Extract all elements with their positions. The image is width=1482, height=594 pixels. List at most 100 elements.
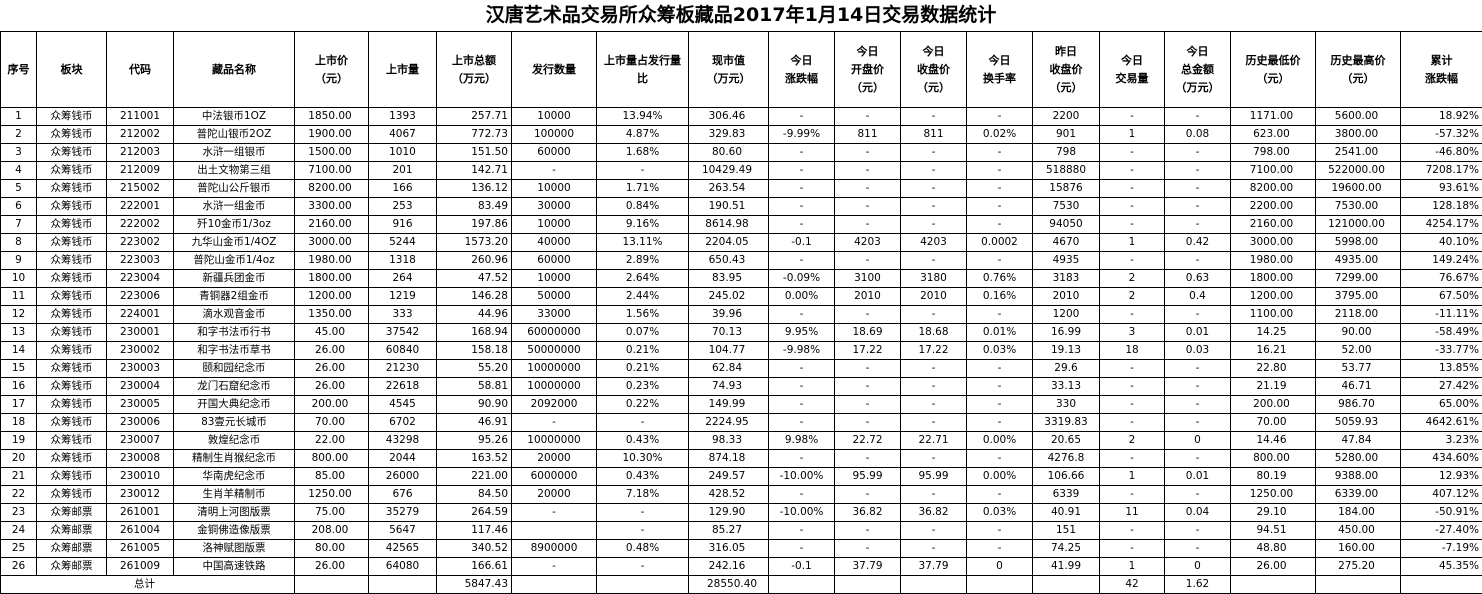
table-cell: - [1100, 522, 1165, 540]
table-cell: - [835, 198, 901, 216]
table-cell: 1 [1100, 234, 1165, 252]
table-cell: 5059.93 [1316, 414, 1401, 432]
table-cell: 2160.00 [1231, 216, 1316, 234]
table-cell: 83.95 [689, 270, 769, 288]
table-cell: 104.77 [689, 342, 769, 360]
table-cell: 10000000 [512, 378, 597, 396]
table-cell: 0.03 [1165, 342, 1231, 360]
table-cell: 117.46 [437, 522, 512, 540]
table-cell: 17.22 [835, 342, 901, 360]
table-cell: 9.16% [597, 216, 689, 234]
table-cell: 128.18% [1401, 198, 1482, 216]
table-cell: - [769, 198, 835, 216]
table-cell: 19600.00 [1316, 180, 1401, 198]
table-cell: 新疆兵团金币 [174, 270, 295, 288]
table-cell: 8614.98 [689, 216, 769, 234]
table-cell: 1.56% [597, 306, 689, 324]
table-cell: 83.49 [437, 198, 512, 216]
table-cell: -10.00% [769, 504, 835, 522]
table-cell: 798 [1033, 144, 1100, 162]
table-cell: 800.00 [295, 450, 369, 468]
table-cell: - [1100, 450, 1165, 468]
table-cell: - [769, 450, 835, 468]
table-cell: 230008 [107, 450, 174, 468]
table-cell: 230012 [107, 486, 174, 504]
table-cell: - [835, 378, 901, 396]
table-cell: 15 [1, 360, 37, 378]
table-cell: 1 [1100, 126, 1165, 144]
table-cell: 230005 [107, 396, 174, 414]
table-cell: 12 [1, 306, 37, 324]
table-cell: - [769, 522, 835, 540]
table-cell: - [1165, 522, 1231, 540]
table-cell: 1219 [369, 288, 437, 306]
table-cell: - [769, 378, 835, 396]
table-cell: 55.20 [437, 360, 512, 378]
table-cell: 62.84 [689, 360, 769, 378]
table-cell: 2200.00 [1231, 198, 1316, 216]
table-cell: - [835, 180, 901, 198]
table-cell: 3795.00 [1316, 288, 1401, 306]
table-cell: 众筹钱币 [37, 450, 107, 468]
table-cell: -57.32% [1401, 126, 1482, 144]
table-cell: - [901, 540, 967, 558]
table-cell: 151 [1033, 522, 1100, 540]
table-cell: - [967, 450, 1033, 468]
table-cell: 10000 [512, 216, 597, 234]
table-cell: 212002 [107, 126, 174, 144]
table-cell: 5998.00 [1316, 234, 1401, 252]
table-cell: 90.90 [437, 396, 512, 414]
table-cell: 众筹钱币 [37, 144, 107, 162]
table-cell: 5244 [369, 234, 437, 252]
table-cell: - [901, 108, 967, 126]
table-cell: 3319.83 [1033, 414, 1100, 432]
table-cell: 5600.00 [1316, 108, 1401, 126]
column-header: 今日交易量 [1100, 32, 1165, 108]
table-cell: 224001 [107, 306, 174, 324]
table-cell: 众筹钱币 [37, 270, 107, 288]
table-cell: - [835, 360, 901, 378]
table-cell: 2118.00 [1316, 306, 1401, 324]
table-cell: -50.91% [1401, 504, 1482, 522]
table-cell: 261004 [107, 522, 174, 540]
table-cell: 21 [1, 468, 37, 486]
table-cell: 94.51 [1231, 522, 1316, 540]
table-cell: 36.82 [835, 504, 901, 522]
table-cell: 生肖羊精制币 [174, 486, 295, 504]
column-header: 累计涨跌幅 [1401, 32, 1482, 108]
table-cell: 开国大典纪念币 [174, 396, 295, 414]
table-cell: 青铜器2组金币 [174, 288, 295, 306]
table-cell: 200.00 [1231, 396, 1316, 414]
table-cell: 230007 [107, 432, 174, 450]
table-cell: - [1100, 252, 1165, 270]
table-cell: 8200.00 [295, 180, 369, 198]
table-cell: 众筹钱币 [37, 486, 107, 504]
table-cell: 261001 [107, 504, 174, 522]
table-cell: 230010 [107, 468, 174, 486]
table-cell: 100000 [512, 126, 597, 144]
table-cell: 2092000 [512, 396, 597, 414]
table-cell: - [901, 252, 967, 270]
table-cell: 9 [1, 252, 37, 270]
table-cell: 20000 [512, 450, 597, 468]
table-cell: 众筹钱币 [37, 252, 107, 270]
table-cell: 4 [1, 162, 37, 180]
table-cell: 94050 [1033, 216, 1100, 234]
table-cell: 3.23% [1401, 432, 1482, 450]
table-cell: 0.01 [1165, 324, 1231, 342]
table-cell: 0 [1165, 432, 1231, 450]
table-cell: 0.0002 [967, 234, 1033, 252]
table-cell: 0.21% [597, 360, 689, 378]
table-cell: 众筹邮票 [37, 504, 107, 522]
table-cell: 0.76% [967, 270, 1033, 288]
table-cell: 67.50% [1401, 288, 1482, 306]
table-cell: 20000 [512, 486, 597, 504]
table-cell: 7100.00 [295, 162, 369, 180]
table-cell [512, 522, 597, 540]
table-cell: 261005 [107, 540, 174, 558]
table-cell: 916 [369, 216, 437, 234]
